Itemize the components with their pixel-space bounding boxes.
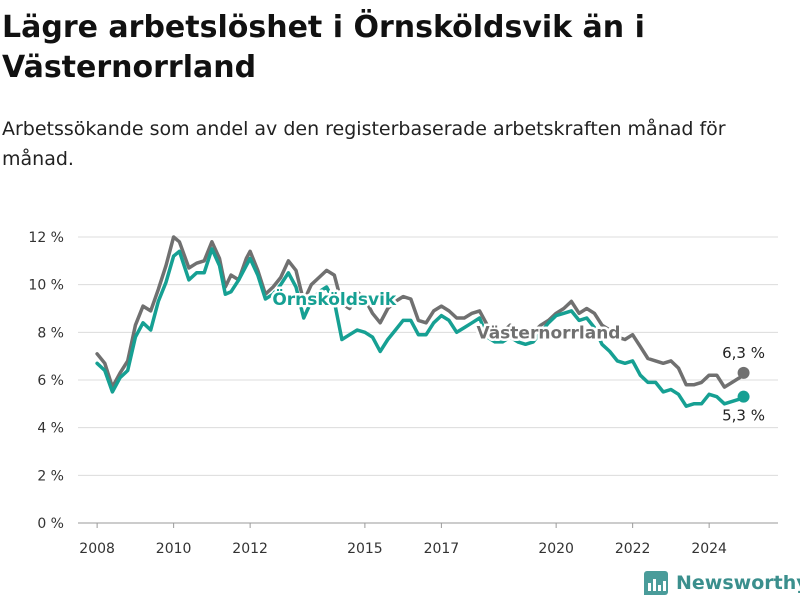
- series-label-ornskoldsvik: Örnsköldsvik: [272, 288, 397, 310]
- y-tick-label: 12 %: [28, 230, 64, 246]
- series-labels: 6,3 % 5,3 % Örnsköldsvik Västernorrland: [270, 285, 765, 425]
- x-tick-label: 2012: [232, 541, 268, 557]
- brand-logo: Newsworthy: [644, 568, 800, 598]
- y-tick-label: 2 %: [37, 468, 64, 484]
- gridlines: [78, 236, 778, 524]
- series-line-vasternorrland: [95, 235, 746, 389]
- y-tick-label: 4 %: [37, 421, 64, 437]
- y-axis: 0 % 2 % 4 % 6 % 8 % 10 % 12 %: [28, 230, 64, 532]
- y-tick-label: 6 %: [37, 373, 64, 389]
- end-label-ornskoldsvik: 5,3 %: [722, 407, 765, 425]
- x-tick-label: 2017: [424, 541, 460, 557]
- x-tick-label: 2020: [538, 541, 574, 557]
- y-tick-label: 10 %: [28, 278, 64, 294]
- chart-title: Lägre arbetslöshet i Örnsköldsvik än i V…: [2, 10, 645, 85]
- bar-chart-icon: [644, 571, 668, 595]
- x-tick-label: 2010: [156, 541, 192, 557]
- x-tick-label: 2015: [347, 541, 383, 557]
- x-tick-label: 2024: [691, 541, 727, 557]
- y-tick-label: 0 %: [37, 516, 64, 532]
- end-point-ornskoldsvik: [737, 390, 750, 403]
- series-line-ornskoldsvik: [95, 247, 746, 408]
- chart-subtitle: Arbetssökande som andel av den registerb…: [2, 118, 726, 170]
- end-label-vasternorrland: 6,3 %: [722, 344, 765, 362]
- series-lines: [95, 235, 750, 408]
- x-tick-label: 2022: [615, 541, 651, 557]
- x-tick-label: 2008: [79, 541, 115, 557]
- x-axis: 2008 2010 2012 2015 2017 2020 2022 2024: [79, 523, 727, 557]
- series-label-vasternorrland: Västernorrland: [476, 323, 620, 343]
- brand-name: Newsworthy: [676, 572, 800, 594]
- y-tick-label: 8 %: [37, 325, 64, 341]
- end-point-vasternorrland: [737, 366, 750, 379]
